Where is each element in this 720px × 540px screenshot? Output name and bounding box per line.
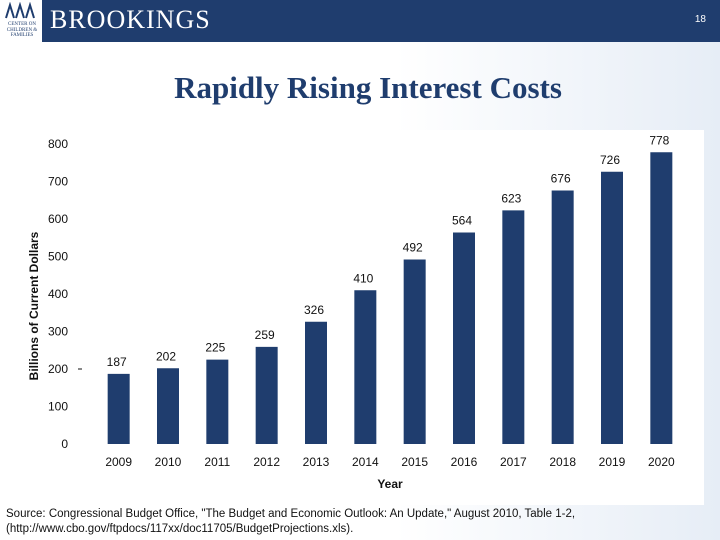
bar-value-label: 187 bbox=[107, 355, 127, 369]
y-tick-label: 600 bbox=[48, 212, 68, 226]
bar-value-label: 410 bbox=[353, 271, 373, 285]
x-tick-label: 2018 bbox=[549, 455, 576, 469]
bar bbox=[305, 321, 327, 444]
bar-value-label: 259 bbox=[255, 328, 275, 342]
bar bbox=[453, 232, 475, 444]
bar-value-label: 564 bbox=[452, 214, 472, 228]
x-tick-label: 2014 bbox=[352, 455, 379, 469]
bar-value-label: 202 bbox=[156, 349, 176, 363]
bar bbox=[157, 368, 179, 444]
brookings-logo: CENTER ON CHILDREN & FAMILIES bbox=[0, 0, 42, 42]
x-axis-label: Year bbox=[377, 477, 403, 491]
bar bbox=[502, 210, 525, 444]
x-tick-label: 2017 bbox=[500, 455, 527, 469]
bar-value-label: 726 bbox=[600, 153, 620, 167]
y-tick-label: 700 bbox=[48, 175, 68, 189]
logo-figures-icon bbox=[5, 2, 35, 19]
logo-line: FAMILIES bbox=[10, 33, 34, 38]
bar-value-label: 326 bbox=[304, 303, 324, 317]
x-tick-label: 2011 bbox=[204, 455, 230, 469]
y-tick-label: 800 bbox=[48, 137, 68, 151]
bar-chart: Billions of Current Dollars 0 100 200 300 400… bbox=[27, 133, 675, 491]
x-tick-label: 2019 bbox=[599, 455, 626, 469]
y-tick-label: 0 bbox=[61, 437, 68, 451]
x-tick-label: 2012 bbox=[253, 455, 280, 469]
bar bbox=[551, 190, 574, 444]
bar bbox=[601, 171, 623, 444]
y-tick-label: 500 bbox=[48, 250, 68, 264]
bar-value-label: 778 bbox=[649, 133, 669, 147]
y-tick-label: 100 bbox=[48, 400, 68, 414]
y-axis-label: Billions of Current Dollars bbox=[27, 231, 41, 380]
x-tick-label: 2020 bbox=[648, 455, 675, 469]
bar bbox=[650, 152, 673, 444]
y-tick-label: 400 bbox=[48, 287, 68, 301]
slide-title: Rapidly Rising Interest Costs bbox=[174, 70, 562, 105]
bar-value-label: 225 bbox=[205, 341, 225, 355]
y-tick-label: 300 bbox=[48, 325, 68, 339]
bar bbox=[255, 346, 278, 444]
x-tick-label: 2010 bbox=[155, 455, 182, 469]
bar bbox=[354, 290, 377, 444]
logo-line: CHILDREN & bbox=[6, 27, 38, 33]
x-tick-label: 2016 bbox=[451, 455, 478, 469]
bar-value-label: 623 bbox=[501, 191, 521, 205]
bar bbox=[107, 373, 130, 444]
y-tick-label: 200 bbox=[48, 362, 68, 376]
bar-value-label: 492 bbox=[403, 241, 423, 255]
bar bbox=[206, 359, 229, 444]
chart-panel: Billions of Current Dollars 0 100 200 300 400… bbox=[22, 130, 704, 505]
page-number: 18 bbox=[694, 14, 706, 25]
header-bar: CENTER ON CHILDREN & FAMILIES BROOKINGS … bbox=[0, 0, 720, 42]
x-tick-label: 2015 bbox=[401, 455, 428, 469]
bar bbox=[403, 259, 426, 444]
source-note: Source: Congressional Budget Office, "Th… bbox=[6, 508, 576, 535]
x-tick-label: 2013 bbox=[303, 455, 330, 469]
logo-line: CENTER ON bbox=[8, 22, 36, 27]
bar-value-label: 676 bbox=[551, 172, 571, 186]
x-tick-label: 2009 bbox=[105, 455, 132, 469]
brand-name: BROOKINGS bbox=[50, 5, 211, 34]
